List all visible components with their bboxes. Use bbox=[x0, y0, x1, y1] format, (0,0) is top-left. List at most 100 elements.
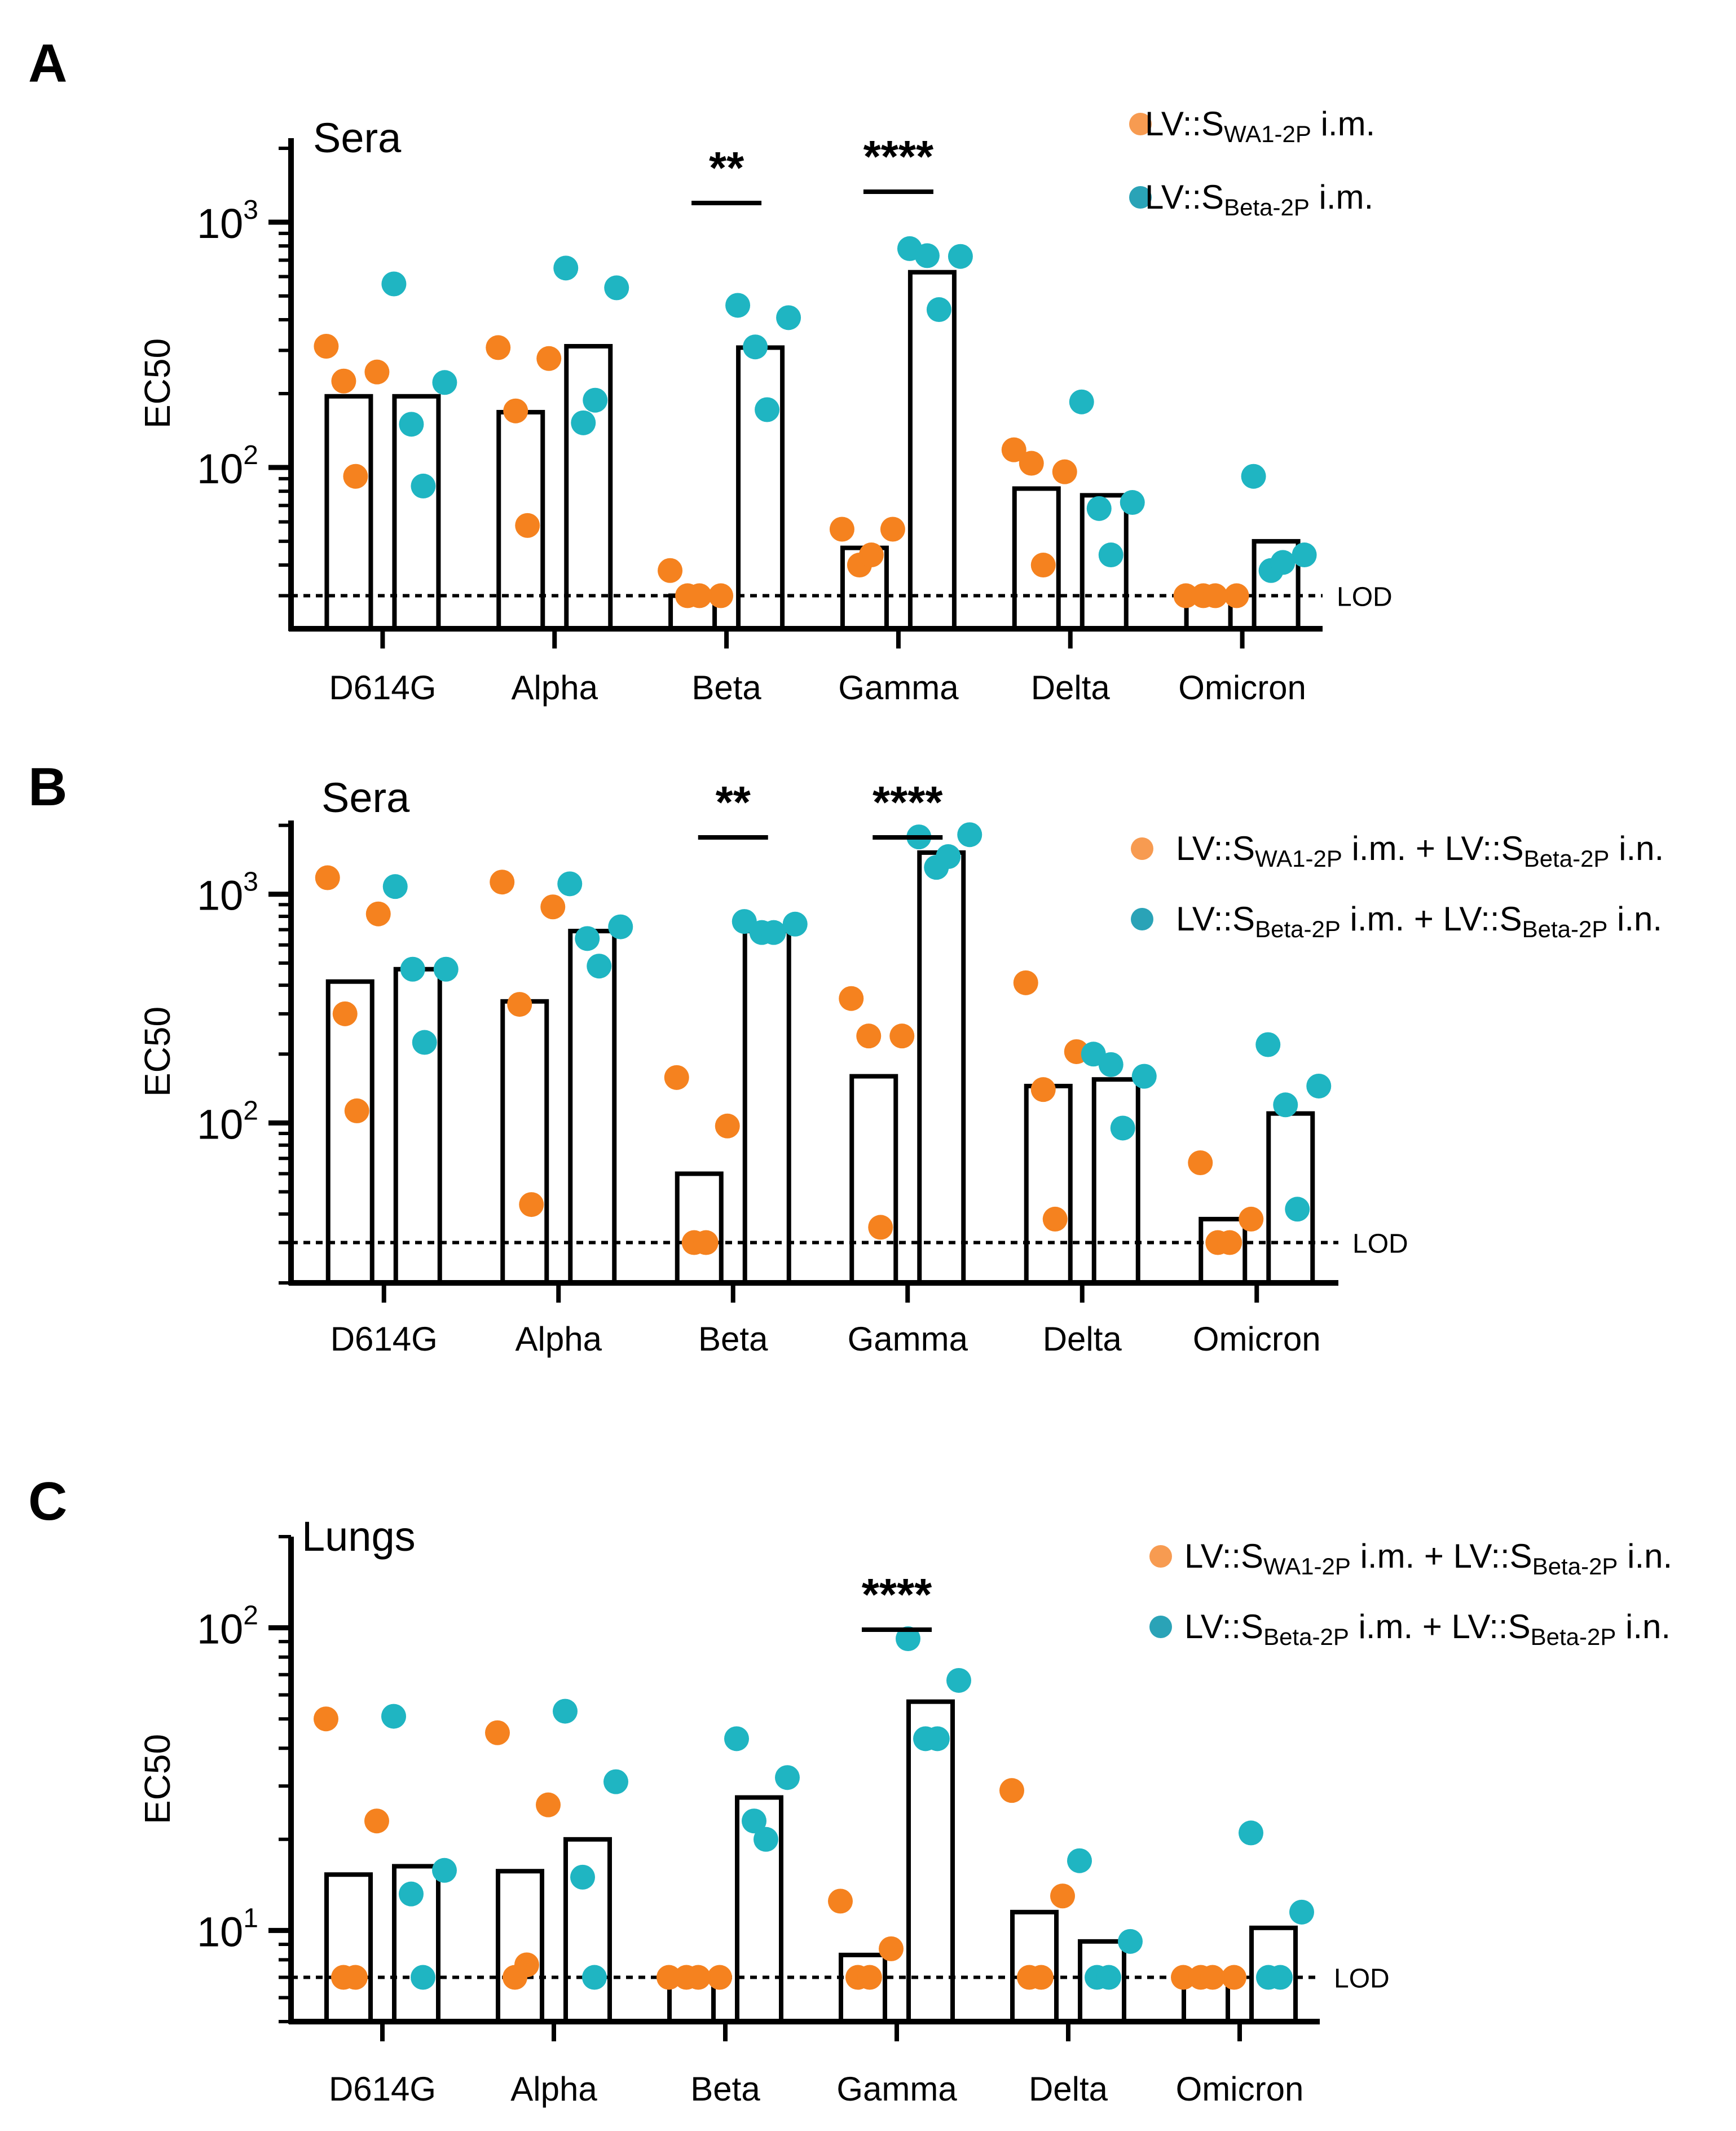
data-point bbox=[399, 1881, 424, 1907]
data-point bbox=[519, 1192, 544, 1217]
data-point bbox=[1289, 1899, 1314, 1925]
data-point bbox=[485, 1720, 510, 1745]
data-point bbox=[828, 1889, 853, 1914]
x-tick-label: D614G bbox=[329, 2070, 436, 2108]
panel-title: Sera bbox=[313, 114, 402, 161]
data-point bbox=[1029, 1965, 1054, 1990]
bar bbox=[568, 929, 617, 1285]
data-point bbox=[743, 334, 768, 360]
bar bbox=[849, 1074, 898, 1286]
bar bbox=[496, 1869, 544, 2024]
lod-label: LOD bbox=[1337, 582, 1393, 612]
data-point bbox=[1217, 1230, 1242, 1255]
y-tick-label: 102 bbox=[197, 440, 258, 492]
panel-letter: C bbox=[28, 1471, 67, 1532]
data-point bbox=[880, 517, 905, 542]
data-point bbox=[315, 865, 340, 890]
x-tick-label: Delta bbox=[1043, 1320, 1122, 1358]
data-point bbox=[332, 1001, 358, 1026]
legend-label: LV::SWA1-2P i.m. bbox=[1145, 105, 1375, 147]
data-point bbox=[1239, 1206, 1264, 1232]
bar bbox=[325, 979, 374, 1285]
bar bbox=[906, 1699, 955, 2024]
data-point bbox=[331, 368, 356, 394]
x-tick-label: Alpha bbox=[512, 669, 598, 707]
lod-label: LOD bbox=[1334, 1964, 1390, 1994]
data-point bbox=[536, 1792, 561, 1817]
bar bbox=[917, 850, 966, 1285]
y-tick-label: 102 bbox=[197, 1601, 258, 1653]
data-point bbox=[364, 1808, 389, 1834]
data-point bbox=[686, 1965, 711, 1990]
data-point bbox=[1241, 464, 1266, 489]
data-point bbox=[946, 1667, 971, 1693]
significance-label: **** bbox=[863, 131, 934, 182]
bar bbox=[324, 394, 373, 631]
data-point bbox=[856, 1023, 882, 1049]
data-point bbox=[381, 1704, 406, 1729]
bar bbox=[393, 967, 442, 1285]
data-point bbox=[761, 920, 786, 945]
data-point bbox=[715, 1113, 740, 1139]
data-point bbox=[344, 1098, 369, 1123]
data-point bbox=[957, 822, 982, 848]
data-point bbox=[1202, 583, 1228, 608]
data-point bbox=[1171, 1965, 1196, 1990]
legend-label: LV::SBeta-2P i.m. + LV::SBeta-2P i.n. bbox=[1176, 900, 1662, 942]
data-point bbox=[936, 844, 961, 870]
data-point bbox=[432, 370, 457, 395]
data-point bbox=[1050, 1883, 1075, 1909]
legend-label: LV::SBeta-2P i.m. bbox=[1145, 178, 1373, 220]
x-tick-label: Gamma bbox=[848, 1320, 968, 1358]
x-tick-label: Delta bbox=[1031, 669, 1111, 707]
y-axis-label: EC50 bbox=[137, 1007, 178, 1097]
data-point bbox=[583, 387, 608, 413]
data-point bbox=[858, 542, 884, 568]
x-tick-label: Beta bbox=[698, 1320, 768, 1358]
bar bbox=[742, 929, 791, 1285]
data-point bbox=[575, 926, 600, 951]
data-point bbox=[687, 583, 712, 608]
data-point bbox=[433, 956, 459, 982]
y-tick-label: 103 bbox=[197, 867, 258, 919]
data-point bbox=[1096, 1965, 1121, 1990]
data-point bbox=[411, 1965, 435, 1990]
data-point bbox=[604, 275, 629, 301]
data-point bbox=[839, 986, 864, 1011]
data-point bbox=[999, 1778, 1024, 1803]
data-point bbox=[1131, 1064, 1157, 1089]
data-point bbox=[400, 956, 425, 982]
x-tick-label: Alpha bbox=[510, 2070, 597, 2108]
data-point bbox=[343, 1965, 368, 1990]
data-point bbox=[1042, 1206, 1068, 1232]
data-point bbox=[782, 911, 808, 937]
data-point bbox=[603, 1769, 628, 1794]
significance-label: ** bbox=[709, 143, 744, 193]
data-point bbox=[503, 398, 528, 423]
data-point bbox=[1222, 1965, 1246, 1990]
data-point bbox=[364, 359, 390, 385]
legend-label: LV::SWA1-2P i.m. + LV::SBeta-2P i.n. bbox=[1176, 830, 1664, 872]
data-point bbox=[514, 1952, 539, 1978]
data-point bbox=[925, 1726, 950, 1751]
data-point bbox=[582, 1965, 607, 1990]
data-point bbox=[1173, 583, 1199, 608]
y-axis-label: EC50 bbox=[137, 338, 178, 429]
data-point bbox=[868, 1215, 893, 1240]
data-point bbox=[1069, 389, 1094, 414]
y-tick-label: 102 bbox=[197, 1096, 258, 1148]
bar bbox=[500, 999, 549, 1285]
data-point bbox=[1030, 1077, 1056, 1102]
panel-c: C Lungs EC50 101 102 LOD D614G Alpha Beta Gamma De… bbox=[28, 1471, 1672, 2108]
significance-label: ** bbox=[716, 777, 751, 827]
data-point bbox=[742, 1808, 766, 1834]
data-point bbox=[1086, 496, 1112, 521]
data-point bbox=[725, 293, 751, 318]
x-tick-label: Beta bbox=[691, 669, 761, 707]
data-point bbox=[1285, 1197, 1310, 1222]
x-tick-label: Gamma bbox=[836, 2070, 957, 2108]
data-point bbox=[889, 1023, 915, 1049]
data-point bbox=[1098, 1052, 1123, 1077]
data-point bbox=[896, 1626, 920, 1652]
bar bbox=[907, 270, 957, 632]
